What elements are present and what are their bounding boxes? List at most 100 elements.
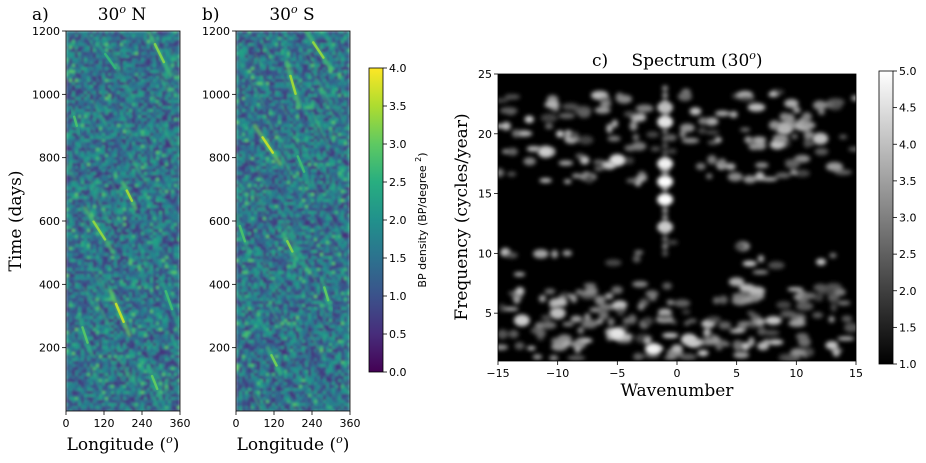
panel-a-heatmap [66, 31, 180, 411]
y-tick-label: 200 [209, 342, 230, 355]
y-tick-label: 800 [209, 152, 230, 165]
spectral-peak [537, 145, 554, 158]
drift-band-core [164, 290, 174, 311]
x-tick-label: 360 [340, 417, 361, 430]
x-tick-label: 240 [302, 417, 323, 430]
colorbar-tick-label: 4.5 [899, 102, 917, 115]
x-tick-label: 240 [132, 417, 153, 430]
heatmap-noise [236, 31, 350, 411]
spectral-peak [657, 193, 674, 206]
x-tick-label: −15 [486, 367, 509, 380]
heatmap-noise [66, 31, 180, 411]
y-tick-label: 1000 [202, 88, 230, 101]
panel-c-colorbar-ticks: 1.0 1.5 2.0 2.5 3.0 3.5 4.0 4.5 5.0 [893, 65, 917, 371]
panel-b-title: 30o S [269, 3, 314, 25]
y-tick-label: 200 [39, 342, 60, 355]
spectral-peak [657, 221, 674, 234]
colorbar-tick-label: 3.0 [389, 138, 407, 151]
x-tick-label: 120 [264, 417, 285, 430]
colorbar-tick-label: 1.0 [389, 290, 407, 303]
y-tick-label: 400 [209, 278, 230, 291]
spectral-peak [657, 175, 674, 188]
drift-band-core [286, 240, 294, 253]
x-tick-label: −5 [609, 367, 625, 380]
spectral-peak [609, 154, 626, 167]
y-tick-label: 15 [478, 188, 492, 201]
spectral-peak [776, 123, 793, 136]
panel-c-xlabel: Wavenumber [621, 381, 735, 401]
drift-band-core [153, 43, 166, 64]
panel-b-colorbar-label: BP density (BP/degree 2) [414, 152, 429, 287]
spectral-peak [657, 157, 674, 170]
x-tick-label: 0 [233, 417, 240, 430]
x-tick-label: −10 [546, 367, 569, 380]
panel-b-ticks: 0 120 240 360 200 400 600 800 1000 1200 [202, 25, 361, 430]
drift-band-core [238, 224, 247, 243]
panel-a-ticks: 0 120 240 360 200 400 600 800 1000 1200 [32, 25, 191, 430]
panel-b-colorbar [368, 67, 384, 373]
panel-c-ticks: −15 −10 −5 0 5 10 15 5 10 15 20 25 [478, 68, 863, 380]
panel-a-ylabel: Time (days) [6, 171, 26, 272]
drift-band-core [104, 52, 117, 70]
drift-band-core [312, 41, 325, 59]
y-tick-label: 20 [478, 128, 492, 141]
panel-a-label: a) [32, 5, 49, 25]
panel-c-title: Spectrum (30o) [631, 49, 762, 71]
y-tick-label: 400 [39, 278, 60, 291]
colorbar-tick-label: 1.0 [899, 358, 917, 371]
spectral-peak [609, 327, 626, 340]
x-tick-label: 360 [170, 417, 191, 430]
panel-b-colorbar-ticks: 0.0 0.5 1.0 1.5 2.0 2.5 3.0 3.5 4.0 [383, 62, 407, 379]
panel-a-xlabel: Longitude (o) [67, 433, 180, 455]
colorbar-tick-label: 1.5 [389, 252, 407, 265]
colorbar-tick-label: 3.0 [899, 212, 917, 225]
y-tick-label: 1200 [32, 25, 60, 38]
spectral-peak [657, 101, 674, 114]
drift-band-core [150, 374, 159, 391]
drift-band-core [114, 302, 125, 323]
y-tick-label: 25 [478, 68, 492, 81]
panel-a: a) 30o N 0 120 240 36020040060080010001200 … [6, 3, 191, 455]
spectrum-texture [498, 85, 856, 361]
y-tick-label: 800 [39, 152, 60, 165]
colorbar-tick-label: 2.5 [899, 248, 917, 261]
panel-a-title: 30o N [98, 3, 147, 25]
drift-band-core [270, 354, 278, 367]
colorbar-tick-label: 1.5 [899, 321, 917, 334]
panel-b-heatmap [236, 31, 350, 411]
panel-b: b) 30o S 0 120 240 36020040060080010001200 … [202, 3, 429, 455]
drift-band-core [81, 326, 89, 344]
x-tick-label: 0 [674, 367, 681, 380]
panel-c-ylabel: Frequency (cycles/year) [452, 113, 472, 320]
spectral-peak [549, 307, 566, 320]
drift-band-core [323, 286, 330, 302]
panel-c-label: c) [592, 51, 608, 71]
drift-band-core [125, 189, 134, 202]
panel-c: c) Spectrum (30o) −15 −10 −5 0 5 10 15 5 10 15 20 2… [452, 49, 917, 401]
colorbar-tick-label: 4.0 [389, 62, 407, 75]
spectral-peak [657, 115, 674, 128]
colorbar-tick-label: 5.0 [899, 65, 917, 78]
spectral-peak [812, 132, 829, 145]
y-tick-label: 600 [39, 215, 60, 228]
spectral-peak [680, 333, 697, 346]
colorbar-tick-label: 2.0 [899, 285, 917, 298]
y-tick-label: 10 [478, 247, 492, 260]
colorbar-tick-label: 3.5 [389, 100, 407, 113]
y-tick-label: 1200 [202, 25, 230, 38]
colorbar-tick-label: 0.5 [389, 328, 407, 341]
x-tick-label: 15 [849, 367, 863, 380]
panel-b-xlabel: Longitude (o) [237, 433, 350, 455]
panel-c-colorbar [878, 70, 894, 365]
x-tick-label: 0 [63, 417, 70, 430]
colorbar-tick-label: 2.5 [389, 176, 407, 189]
panel-c-spectrum [498, 85, 856, 361]
colorbar-tick-label: 4.0 [899, 138, 917, 151]
drift-band-core [92, 220, 107, 241]
y-tick-label: 1000 [32, 88, 60, 101]
colorbar-tick-label: 3.5 [899, 175, 917, 188]
spectral-peak [645, 343, 662, 356]
colorbar-tick-label: 2.0 [389, 214, 407, 227]
spectral-peak [513, 314, 530, 327]
panel-b-label: b) [202, 5, 220, 25]
